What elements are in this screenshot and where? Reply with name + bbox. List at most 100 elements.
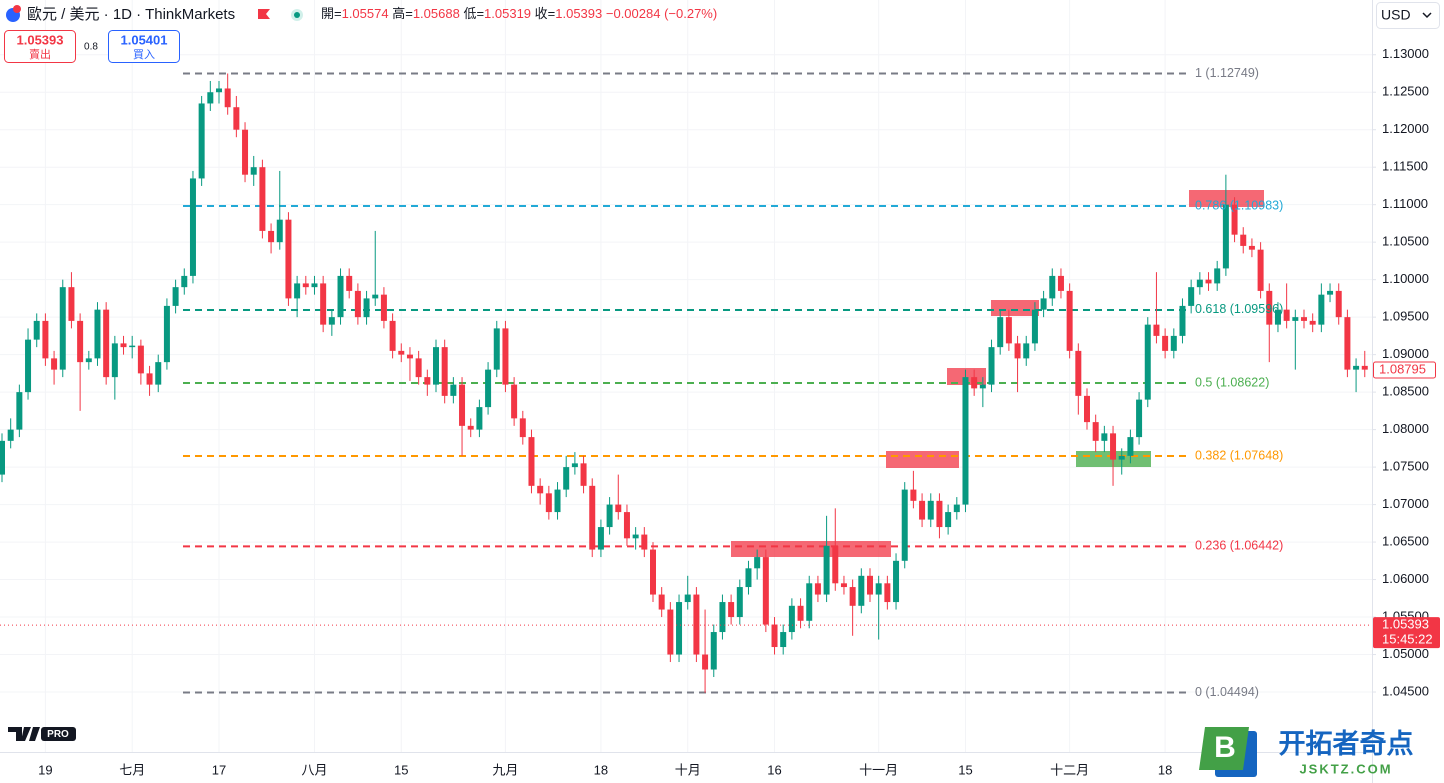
candle-body [658, 594, 665, 610]
candle-body [198, 103, 205, 179]
candle-body [1344, 317, 1351, 370]
candle-body [129, 345, 136, 348]
currency-select[interactable] [1376, 2, 1440, 29]
candle-body [1327, 290, 1334, 295]
candle-body [94, 309, 101, 359]
candle-body [1136, 399, 1143, 438]
candle-body [233, 107, 240, 130]
y-tick-label: 1.12000 [1382, 121, 1429, 136]
symbol-icon [13, 5, 21, 13]
y-tick-label: 1.08000 [1382, 421, 1429, 436]
y-tick-label: 1.06000 [1382, 571, 1429, 586]
candle-body [1257, 249, 1264, 291]
candle-body [0, 440, 5, 475]
y-tick-label: 1.09000 [1382, 346, 1429, 361]
candle-body [328, 317, 335, 325]
candle-body [502, 328, 509, 385]
candle-body [528, 437, 535, 486]
flag-icon[interactable] [258, 9, 270, 19]
sell-label: 賣出 [29, 47, 51, 61]
watermark-mark: B [1214, 731, 1236, 764]
candle-body [181, 275, 188, 288]
candle-body [1309, 320, 1316, 325]
fib-label: 0.236 (1.06442) [1195, 539, 1283, 553]
current-price-box [1373, 617, 1440, 649]
sell-price: 1.05393 [17, 32, 64, 47]
ohlc-label: 開= [321, 6, 342, 21]
x-tick-label: 九月 [492, 762, 518, 777]
watermark-logo [1199, 727, 1249, 770]
candle-body [1179, 305, 1186, 336]
candle-body [849, 587, 856, 606]
y-tick-label: 1.09500 [1382, 309, 1429, 324]
candle-body [537, 485, 544, 494]
candle-body [589, 485, 596, 550]
candle-body [762, 557, 769, 625]
spread: 0.8 [84, 42, 98, 53]
candle-body [155, 362, 162, 385]
candle-body [719, 602, 726, 633]
ohlc-label: 低= [463, 6, 484, 21]
candle-body [285, 219, 292, 299]
ohlc-value: 1.05319 [484, 6, 531, 21]
candle-body [997, 317, 1004, 348]
candle-body [372, 294, 379, 299]
candle-body [259, 167, 266, 231]
candle-body [840, 583, 847, 588]
candle-body [979, 384, 986, 389]
y-tick-label: 1.04500 [1382, 683, 1429, 698]
candle-body [554, 489, 561, 513]
candle-body [1205, 279, 1212, 284]
y-tick-label: 1.13000 [1382, 46, 1429, 61]
candle-body [111, 343, 118, 378]
candle-body [641, 534, 648, 550]
candle-body [650, 549, 656, 595]
candle-body [172, 287, 179, 306]
candle-body [1266, 290, 1273, 325]
candle-body [77, 320, 84, 363]
candle-body [945, 512, 952, 528]
candle-body [971, 377, 978, 389]
candle-body [1023, 343, 1030, 359]
candle-body [1274, 309, 1281, 325]
candle-body [459, 384, 466, 426]
x-tick-label: 18 [594, 762, 608, 777]
status-icon [294, 12, 300, 18]
candle-body [693, 594, 700, 655]
watermark-url: JSKTZ.COM [1299, 761, 1392, 776]
candle-body [1283, 309, 1290, 321]
x-tick-label: 七月 [119, 762, 145, 777]
candle-body [1153, 324, 1160, 336]
candle-body [606, 504, 613, 528]
buy-button[interactable] [108, 30, 180, 63]
ohlc-value: 1.05574 [342, 6, 389, 21]
candle-body [1188, 287, 1195, 306]
candle-body [1222, 204, 1229, 269]
y-tick-label: 1.06500 [1382, 534, 1429, 549]
candle-body [276, 219, 283, 243]
candle-body [771, 624, 778, 648]
ohlc-value: 1.05393 [555, 6, 602, 21]
candle-body [927, 500, 934, 520]
y-tick-label: 1.11500 [1382, 159, 1428, 174]
y-tick-label: 1.05000 [1382, 646, 1429, 661]
candle-body [1335, 290, 1342, 318]
sell-button[interactable] [4, 30, 76, 63]
tv-logo-text: PRO [47, 729, 69, 740]
x-tick-label: 15 [394, 762, 408, 777]
candle-body [667, 609, 674, 655]
candle-body [224, 88, 231, 108]
candle-body [875, 583, 882, 595]
candle-body [337, 275, 344, 318]
candle-body [493, 328, 500, 370]
candle-body [1214, 268, 1221, 284]
candle-body [1318, 294, 1325, 325]
candle-body [450, 384, 457, 396]
candle-body [728, 602, 735, 618]
fib-label: 0.786 (1.10983) [1195, 198, 1283, 212]
candle-body [754, 557, 761, 569]
buy-label: 買入 [133, 48, 155, 61]
candle-body [1066, 290, 1073, 351]
